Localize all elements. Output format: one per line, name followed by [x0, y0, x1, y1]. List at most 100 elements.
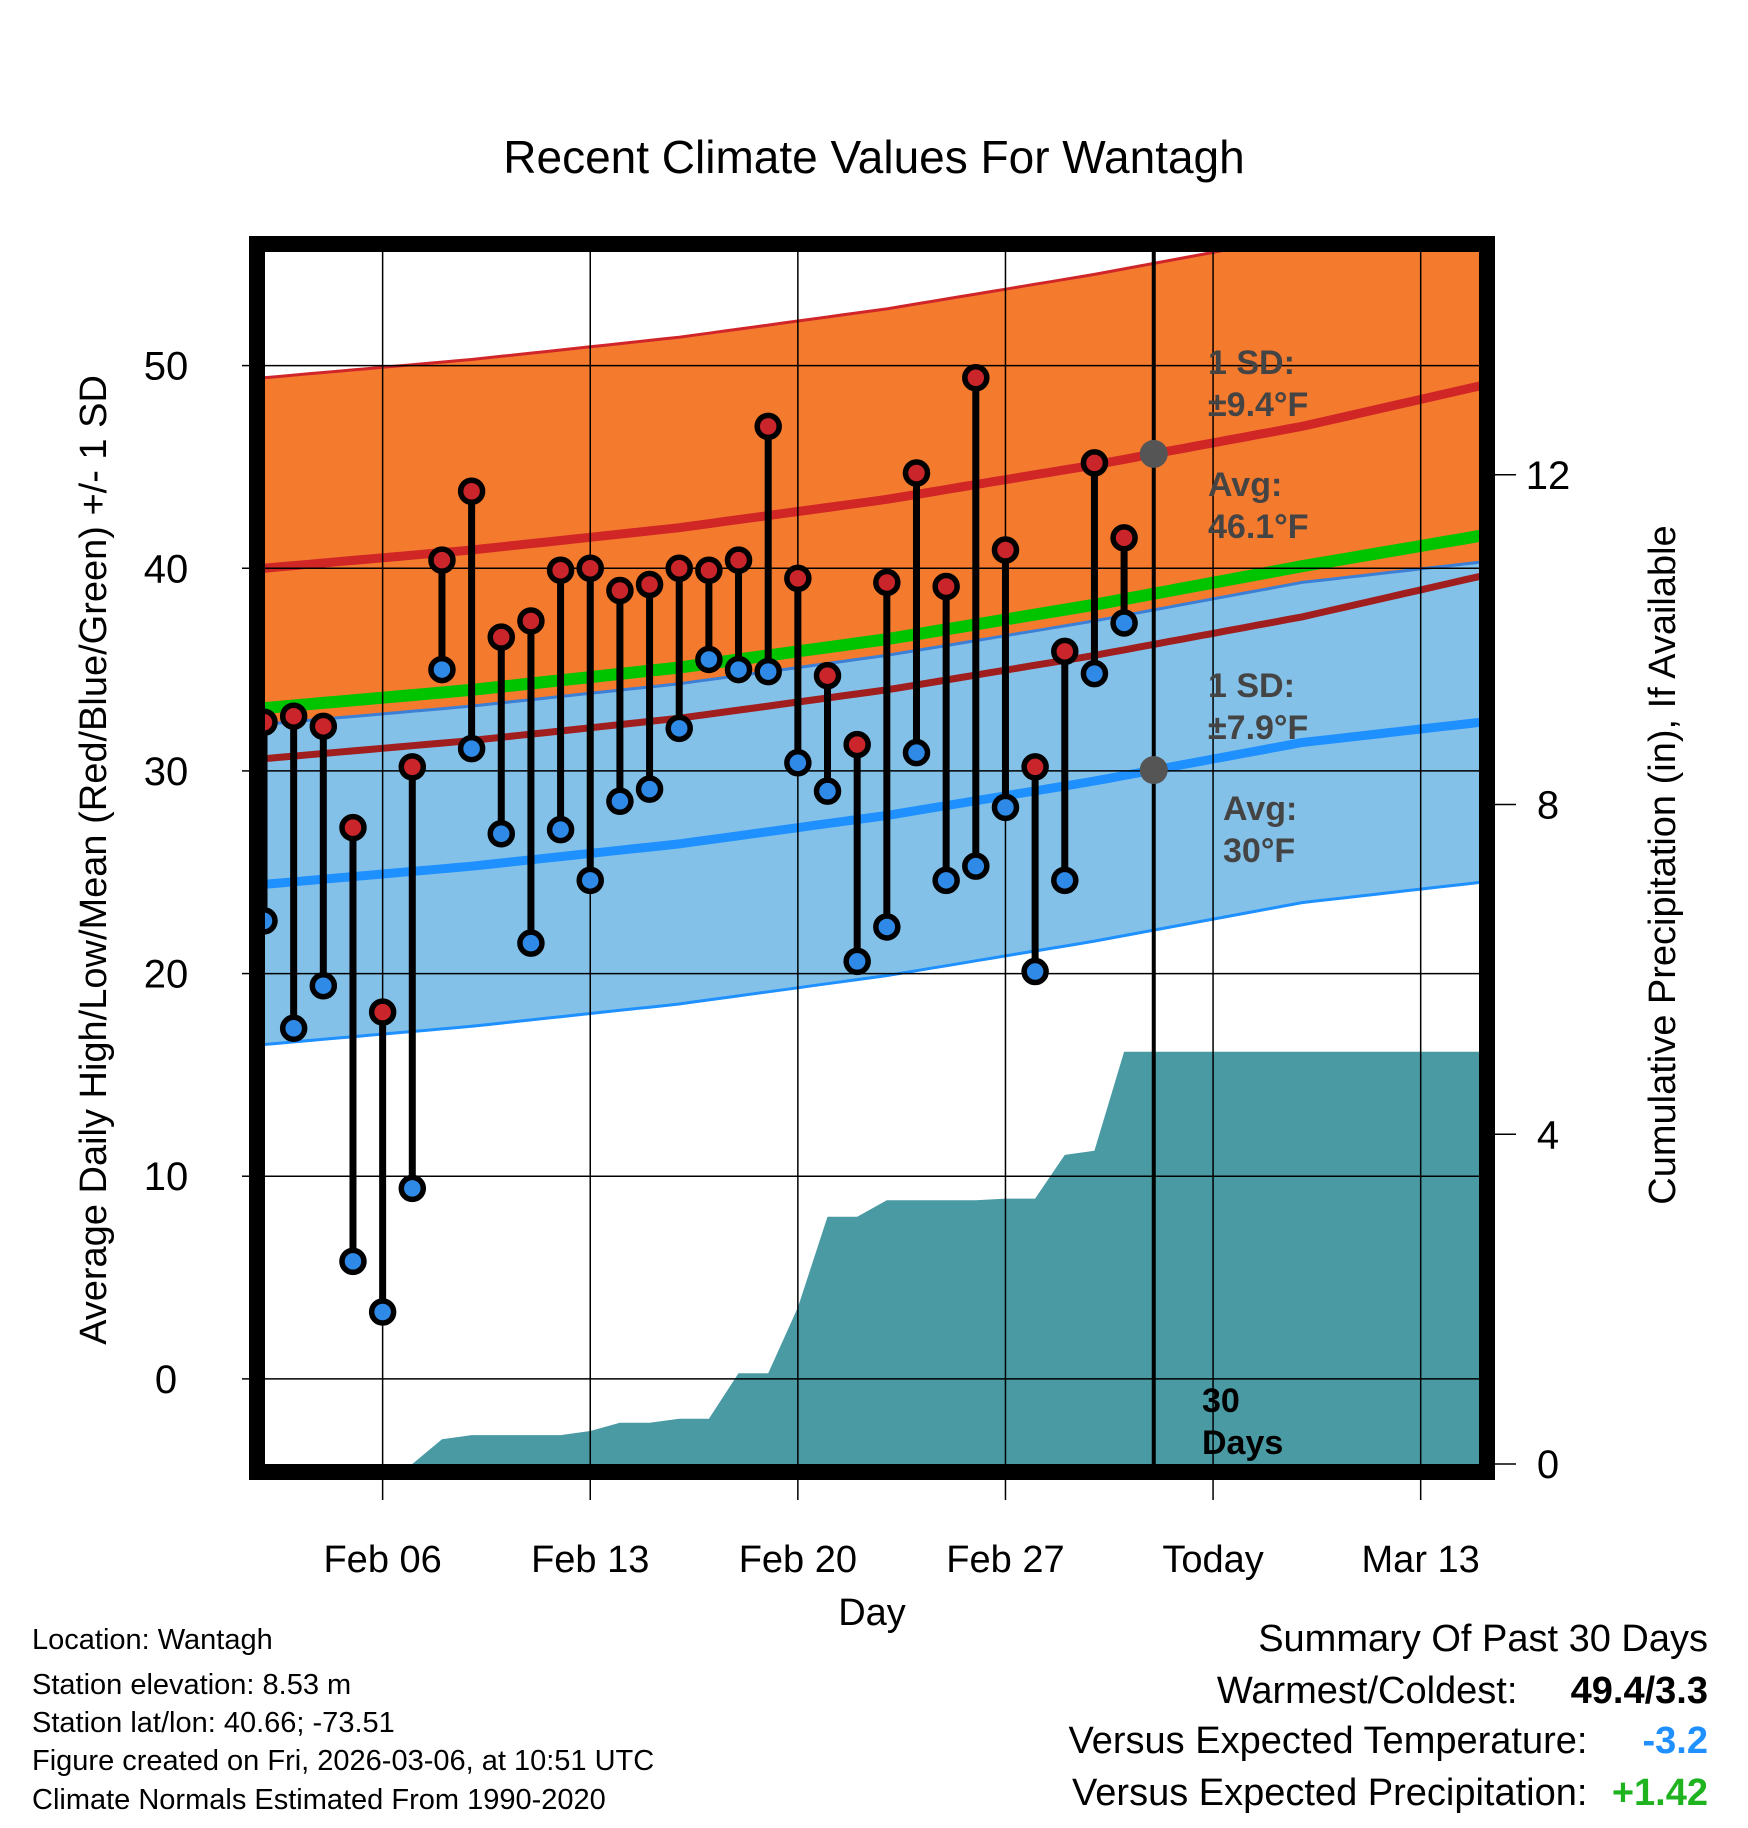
y-axis-label: Average Daily High/Low/Mean (Red/Blue/Gr… — [73, 375, 115, 1345]
daily-high-point — [457, 477, 486, 505]
summary-warm-cold-value: 49.4/3.3 — [1570, 1670, 1708, 1712]
daily-high-point — [962, 364, 990, 392]
daily-low-point — [606, 787, 634, 816]
today-avg-high-dot — [1139, 439, 1168, 468]
daily-low-point — [309, 971, 338, 1000]
y-tick-label: 20 — [144, 953, 189, 997]
x-axis-label: Day — [838, 1592, 906, 1634]
daily-low-point — [428, 655, 456, 684]
daily-high-point — [339, 813, 367, 842]
summary-precip-label: Versus Expected Precipitation: — [1072, 1772, 1588, 1814]
daily-high-point — [279, 702, 308, 730]
summary-temp-label: Versus Expected Temperature: — [1068, 1720, 1588, 1762]
daily-low-point — [517, 929, 545, 957]
low-sd-upper-line — [264, 560, 1480, 726]
daily-low-point — [724, 655, 753, 684]
daily-low-point — [457, 734, 486, 763]
daily-low-point — [1080, 659, 1109, 688]
plot-frame — [249, 236, 1495, 1480]
x-tick-label: Feb 27 — [946, 1539, 1064, 1581]
daily-high-point — [724, 546, 753, 574]
daily-high-point — [576, 554, 604, 583]
avg-low-line — [264, 717, 1480, 889]
y-tick-label: 0 — [155, 1358, 177, 1402]
summary-precip: Versus Expected Precipitation: +1.42 — [1072, 1772, 1708, 1815]
daily-high-point — [873, 568, 901, 597]
cumulative-precip-area — [264, 1051, 1480, 1464]
daily-low-point — [813, 777, 842, 805]
low-avg-value: 30°F — [1223, 832, 1295, 870]
summary-warm-cold-label: Warmest/Coldest: — [1216, 1670, 1518, 1712]
daily-low-point — [991, 793, 1020, 822]
low-sd-label: 1 SD: — [1208, 667, 1295, 705]
daily-low-point — [873, 913, 901, 941]
summary-title: Summary Of Past 30 Days — [1258, 1618, 1708, 1660]
info-created: Figure created on Fri, 2026-03-06, at 10… — [32, 1745, 655, 1777]
daily-high-point — [902, 459, 931, 487]
high-sd-label: 1 SD: — [1208, 344, 1295, 382]
daily-low-point — [339, 1247, 367, 1276]
y-tick-label: 10 — [144, 1155, 189, 1199]
daily-low-point — [576, 866, 604, 895]
daily-high-point — [1021, 753, 1049, 781]
daily-high-point — [843, 730, 871, 759]
daily-low-point — [368, 1298, 397, 1326]
y2-tick-label: 12 — [1526, 454, 1571, 498]
high-avg-label: Avg: — [1208, 466, 1282, 504]
summary-temp-value: -3.2 — [1642, 1720, 1708, 1762]
x-tick-label: Feb 13 — [531, 1539, 649, 1581]
high-avg-value: 46.1°F — [1208, 508, 1309, 546]
daily-high-point — [487, 623, 516, 651]
daily-low-point — [635, 775, 664, 803]
summary-warm-cold: Warmest/Coldest: 49.4/3.3 — [1217, 1670, 1708, 1713]
x-tick-label: Feb 06 — [323, 1539, 441, 1581]
daily-low-point — [546, 815, 575, 844]
low-sd-band — [264, 562, 1480, 1045]
daily-high-point — [813, 661, 842, 690]
daily-high-point — [754, 412, 782, 441]
daily-high-point — [1080, 449, 1109, 477]
daily-high-point — [309, 712, 338, 741]
daily-high-point — [517, 607, 545, 635]
y2-axis-label: Cumulative Precipitation (in), If Availa… — [1642, 525, 1684, 1204]
today-avg-low-dot — [1139, 756, 1168, 785]
high-sd-value: ±9.4°F — [1208, 386, 1308, 424]
low-sd-lower-line — [264, 880, 1480, 1046]
y-tick-label: 40 — [144, 547, 189, 591]
x-tick-label: Mar 13 — [1362, 1539, 1480, 1581]
daily-low-point — [902, 738, 931, 767]
info-normals: Climate Normals Estimated From 1990-2020 — [32, 1784, 606, 1816]
daily-high-point — [428, 546, 456, 574]
daily-high-point — [1110, 524, 1138, 552]
window-days-number: 30 — [1202, 1382, 1240, 1420]
high-sd-upper-line — [264, 244, 1267, 380]
chart-title: Recent Climate Values For Wantagh — [503, 131, 1244, 183]
daily-low-point — [665, 714, 693, 743]
daily-low-point — [784, 749, 812, 777]
summary-temp: Versus Expected Temperature: -3.2 — [1069, 1720, 1708, 1763]
daily-low-point — [754, 657, 782, 686]
daily-low-point — [1021, 957, 1049, 986]
y2-tick-label: 8 — [1537, 784, 1559, 828]
low-avg-label: Avg: — [1223, 790, 1297, 828]
info-latlon: Station lat/lon: 40.66; -73.51 — [32, 1707, 395, 1739]
daily-high-point — [398, 753, 427, 781]
daily-high-point — [368, 998, 397, 1026]
avg-high-line — [264, 381, 1480, 573]
y-tick-label: 30 — [144, 750, 189, 794]
daily-high-point — [546, 556, 575, 585]
x-tick-label: Today — [1162, 1539, 1263, 1581]
daily-low-point — [932, 866, 960, 895]
daily-low-point — [1110, 609, 1138, 637]
daily-high-point — [695, 556, 723, 585]
daily-low-point — [398, 1174, 427, 1203]
daily-high-point — [606, 576, 634, 605]
daily-low-point — [843, 947, 871, 976]
daily-low-point — [695, 645, 723, 674]
daily-low-point — [279, 1014, 308, 1043]
daily-high-point — [665, 554, 693, 583]
daily-high-point — [1051, 637, 1079, 666]
daily-low-point — [487, 819, 516, 848]
mean-normal-line — [264, 529, 1480, 715]
